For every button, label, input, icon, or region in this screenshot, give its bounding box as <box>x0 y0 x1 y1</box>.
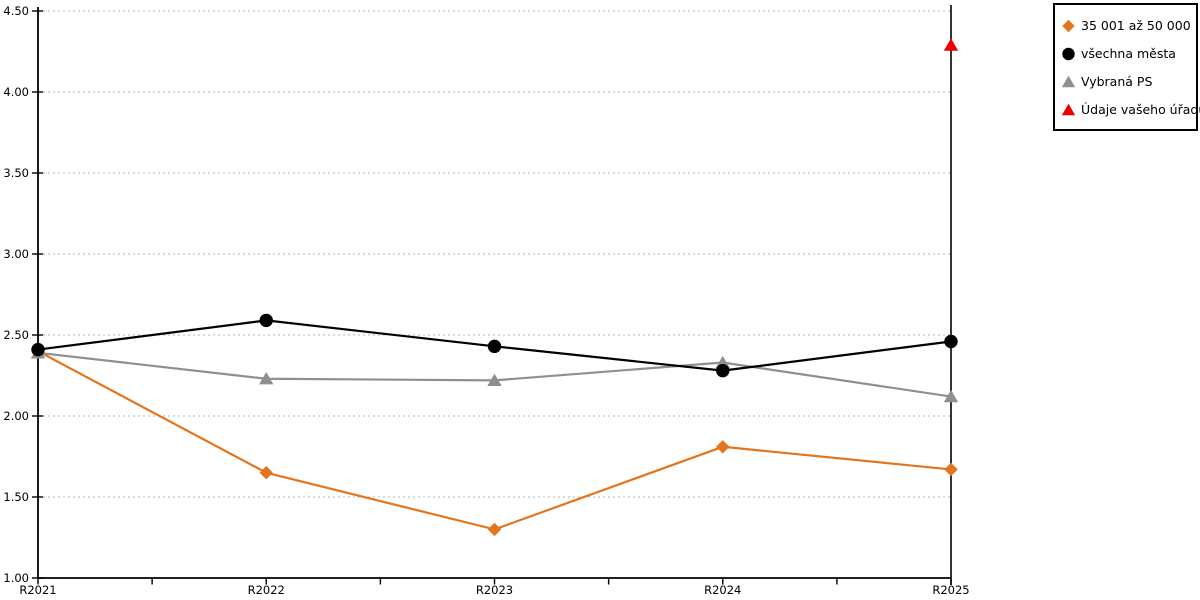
y-axis-label: 4.50 <box>3 4 29 18</box>
data-point-diamond <box>259 466 273 480</box>
data-point-circle <box>944 334 958 349</box>
data-point-diamond <box>944 462 958 477</box>
x-axis-label: R2023 <box>476 583 513 597</box>
data-point-triangle <box>259 372 274 385</box>
data-point-triangle <box>487 373 502 387</box>
data-point-diamond <box>716 440 730 454</box>
legend-item-1: 35 001 až 50 000 <box>1061 11 1194 39</box>
y-axis-label: 2.50 <box>3 328 29 342</box>
circle-glyph <box>1062 47 1075 60</box>
diamond-marker-icon <box>1062 19 1075 32</box>
triangle-glyph <box>1061 75 1076 87</box>
y-axis-label: 2.00 <box>3 409 29 423</box>
data-point-circle <box>716 363 730 378</box>
legend-item-2: všechna města <box>1061 39 1194 67</box>
legend-label: všechna města <box>1081 45 1176 61</box>
x-axis-label: R2022 <box>248 583 285 597</box>
triangle-glyph <box>1061 103 1076 115</box>
triangle-marker-icon <box>1061 103 1076 115</box>
data-point-circle <box>487 339 502 354</box>
y-axis-label: 1.50 <box>3 490 29 504</box>
triangle-marker-icon <box>1061 75 1076 87</box>
x-axis-label: R2021 <box>19 583 56 597</box>
legend-label: Údaje vašeho úřadu <box>1081 101 1200 117</box>
diamond-glyph <box>1062 19 1075 32</box>
legend-item-3: Vybraná PS <box>1061 67 1194 95</box>
data-point-circle <box>259 313 273 328</box>
y-axis-label: 3.00 <box>3 247 29 261</box>
data-point-triangle <box>943 38 959 51</box>
y-axis-label: 3.50 <box>3 166 29 180</box>
data-point-circle <box>31 342 45 357</box>
x-axis-label: R2024 <box>704 583 741 597</box>
circle-marker-icon <box>1062 47 1075 60</box>
data-point-diamond <box>487 522 502 537</box>
y-axis-label: 1.00 <box>3 571 29 585</box>
data-point-triangle <box>943 389 959 403</box>
legend-label: Vybraná PS <box>1081 73 1153 89</box>
legend-label: 35 001 až 50 000 <box>1081 17 1191 33</box>
legend-item-4: Údaje vašeho úřadu <box>1061 95 1200 123</box>
x-axis-label: R2025 <box>932 583 969 597</box>
y-axis-label: 4.00 <box>3 85 29 99</box>
chart-legend: 35 001 až 50 000 všechna města Vybraná PS Ú… <box>1053 3 1200 131</box>
